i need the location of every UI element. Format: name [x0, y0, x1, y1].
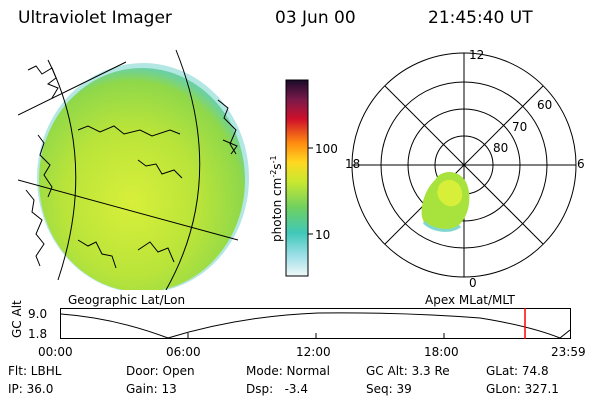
time-tick-0600: 06:00: [166, 345, 201, 359]
colorbar-scale: [285, 79, 309, 277]
app-title: Ultraviolet Imager: [18, 8, 172, 28]
time-tick-1800: 18:00: [424, 345, 459, 359]
field-door: Door: Open: [126, 364, 195, 378]
altitude-timeline[interactable]: [60, 308, 574, 342]
mlt-label-6: 6: [577, 157, 585, 171]
field-gc-alt: GC Alt: 3.3 Re: [366, 364, 450, 378]
time-tick-1200: 12:00: [296, 345, 331, 359]
emission-edge: [422, 220, 461, 232]
gc-alt-max: 9.0: [28, 307, 48, 321]
timeline-ticks: [187, 333, 445, 339]
mlt-label-12: 12: [469, 48, 485, 62]
colorbar-unit-label: photon cm-2s-1: [269, 155, 284, 242]
field-gain: Gain: 13: [126, 382, 177, 396]
field-mode: Mode: Normal: [246, 364, 330, 378]
field-filter: Flt: LBHL: [8, 364, 62, 378]
colorbar: [285, 79, 313, 277]
field-ip: IP: 36.0: [8, 382, 54, 396]
apex-label: Apex MLat/MLT: [425, 293, 515, 307]
polar-grid: [351, 52, 577, 278]
geographic-image: [18, 49, 249, 290]
date-display: 03 Jun 00: [275, 8, 356, 28]
field-dsp: Dsp: -3.4: [246, 382, 309, 396]
lat-label-80: 80: [493, 141, 509, 155]
altitude-curve: [60, 312, 571, 339]
auroral-emission-core: [437, 179, 463, 207]
coastlines: [25, 65, 238, 269]
geographic-label: Geographic Lat/Lon: [68, 293, 186, 307]
time-tick-0000: 00:00: [38, 345, 73, 359]
gc-alt-min: 1.8: [28, 327, 48, 341]
colorbar-tick-10: 10: [315, 228, 331, 242]
gc-alt-axis-title: GC Alt: [10, 300, 24, 338]
lat-label-60: 60: [537, 98, 553, 112]
earth-disk: [39, 68, 245, 290]
mlt-label-0: 0: [469, 276, 477, 290]
time-tick-2359: 23:59: [551, 345, 586, 359]
lat-label-70: 70: [512, 120, 528, 134]
lat-lon-grid: [18, 49, 239, 290]
field-seq: Seq: 39: [366, 382, 412, 396]
field-glat: GLat: 74.8: [486, 364, 549, 378]
time-display: 21:45:40 UT: [428, 8, 533, 28]
colorbar-tick-100: 100: [315, 142, 338, 156]
mlt-label-18: 18: [345, 157, 361, 171]
field-glon: GLon: 327.1: [486, 382, 559, 396]
polar-plot: [351, 52, 577, 278]
